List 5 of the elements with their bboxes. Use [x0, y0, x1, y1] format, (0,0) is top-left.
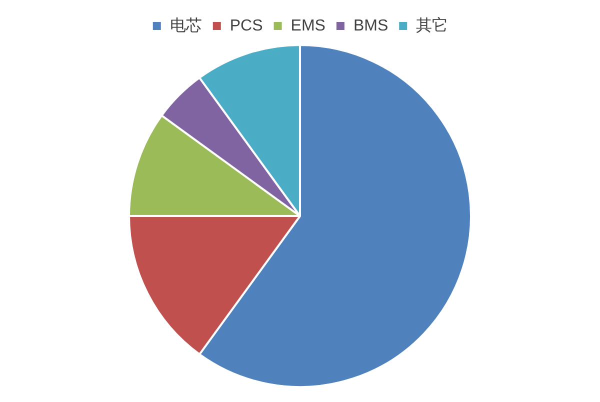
legend-label: BMS [353, 17, 388, 34]
legend-label: EMS [290, 17, 326, 34]
legend-label: 电芯 [170, 16, 202, 34]
legend-label: PCS [230, 17, 263, 34]
legend-label: 其它 [416, 16, 448, 34]
